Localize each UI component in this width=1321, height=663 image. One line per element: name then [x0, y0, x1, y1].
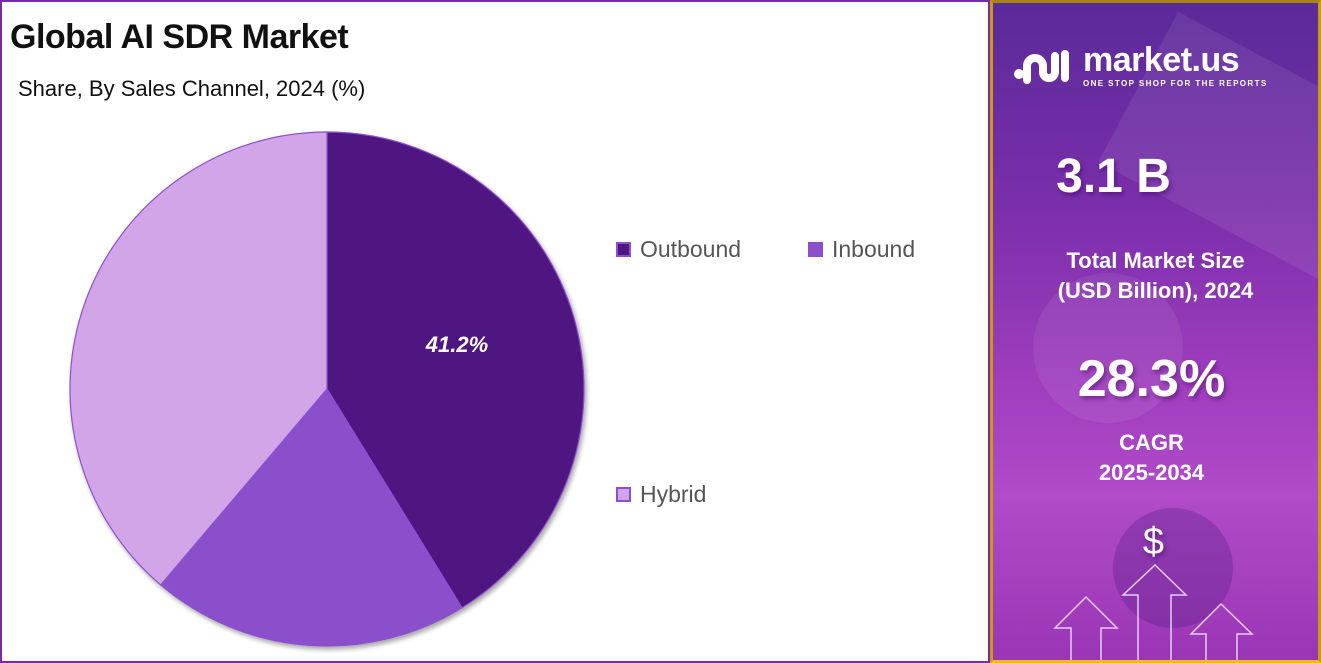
summary-sidebar: market.us ONE STOP SHOP FOR THE REPORTS …	[990, 0, 1321, 663]
market-size-value: 3.1 B	[1056, 150, 1171, 203]
cagr-value: 28.3%	[1077, 350, 1226, 408]
pie-slice-hybrid	[69, 131, 328, 586]
market-us-logo-icon	[1014, 49, 1069, 84]
legend-label-hybrid: Hybrid	[640, 481, 707, 507]
brand-name: market.us	[1083, 41, 1240, 79]
legend-item-inbound: Inbound	[808, 236, 915, 263]
background-coffee-shape	[1113, 508, 1233, 628]
pie-slice-outbound	[326, 131, 585, 609]
chart-subtitle: Share, By Sales Channel, 2024 (%)	[18, 76, 366, 101]
pie-chart: 41.2%	[69, 131, 585, 647]
cagr-label: CAGR	[1119, 430, 1184, 455]
legend-item-hybrid: Hybrid	[616, 481, 706, 508]
market-size-label-line2: (USD Billion), 2024	[1057, 278, 1254, 303]
legend-swatch-outbound	[616, 242, 631, 257]
legend-swatch-inbound	[808, 242, 823, 257]
market-size-label-line1: Total Market Size	[1066, 248, 1245, 273]
legend-label-inbound: Inbound	[832, 236, 916, 262]
dollar-icon: $	[1142, 521, 1165, 563]
brand-logo: market.us ONE STOP SHOP FOR THE REPORTS	[1013, 43, 1268, 88]
brand-tagline: ONE STOP SHOP FOR THE REPORTS	[1083, 79, 1268, 88]
legend-swatch-hybrid	[616, 487, 631, 502]
legend-label-outbound: Outbound	[640, 236, 742, 262]
chart-panel: Global AI SDR Market Share, By Sales Cha…	[0, 0, 990, 663]
outbound-data-label: 41.2%	[425, 332, 488, 357]
pie-slice-inbound	[159, 387, 463, 647]
cagr-period: 2025-2034	[1098, 460, 1205, 485]
chart-title: Global AI SDR Market	[10, 18, 349, 56]
legend-item-outbound: Outbound	[616, 236, 741, 263]
background-cup-shape	[1033, 273, 1183, 423]
growth-arrows-icon	[1053, 563, 1254, 660]
